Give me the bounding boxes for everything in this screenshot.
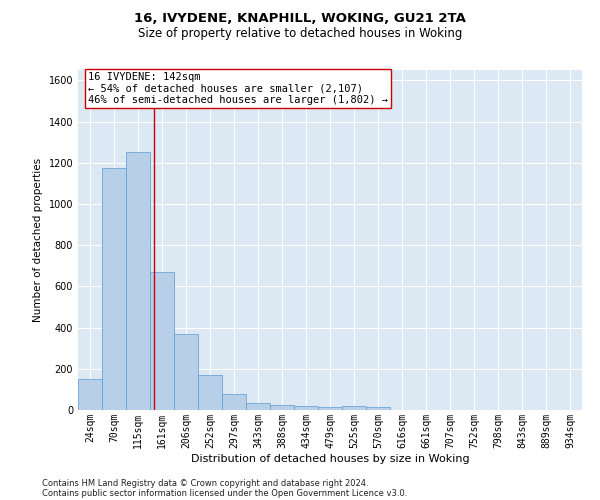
X-axis label: Distribution of detached houses by size in Woking: Distribution of detached houses by size … [191, 454, 469, 464]
Bar [126, 152, 150, 410]
Bar [150, 272, 174, 410]
Text: Contains HM Land Registry data © Crown copyright and database right 2024.: Contains HM Land Registry data © Crown c… [42, 478, 368, 488]
Y-axis label: Number of detached properties: Number of detached properties [33, 158, 43, 322]
Text: 16, IVYDENE, KNAPHILL, WOKING, GU21 2TA: 16, IVYDENE, KNAPHILL, WOKING, GU21 2TA [134, 12, 466, 26]
Bar [174, 334, 198, 410]
Bar [102, 168, 126, 410]
Bar [246, 403, 270, 410]
Text: Size of property relative to detached houses in Woking: Size of property relative to detached ho… [138, 28, 462, 40]
Bar [294, 406, 318, 410]
Bar [78, 379, 102, 410]
Bar [222, 394, 246, 410]
Bar [342, 406, 366, 410]
Bar [318, 407, 342, 410]
Bar [366, 407, 390, 410]
Bar [270, 405, 294, 410]
Text: 16 IVYDENE: 142sqm
← 54% of detached houses are smaller (2,107)
46% of semi-deta: 16 IVYDENE: 142sqm ← 54% of detached hou… [88, 72, 388, 105]
Text: Contains public sector information licensed under the Open Government Licence v3: Contains public sector information licen… [42, 488, 407, 498]
Bar [198, 375, 222, 410]
